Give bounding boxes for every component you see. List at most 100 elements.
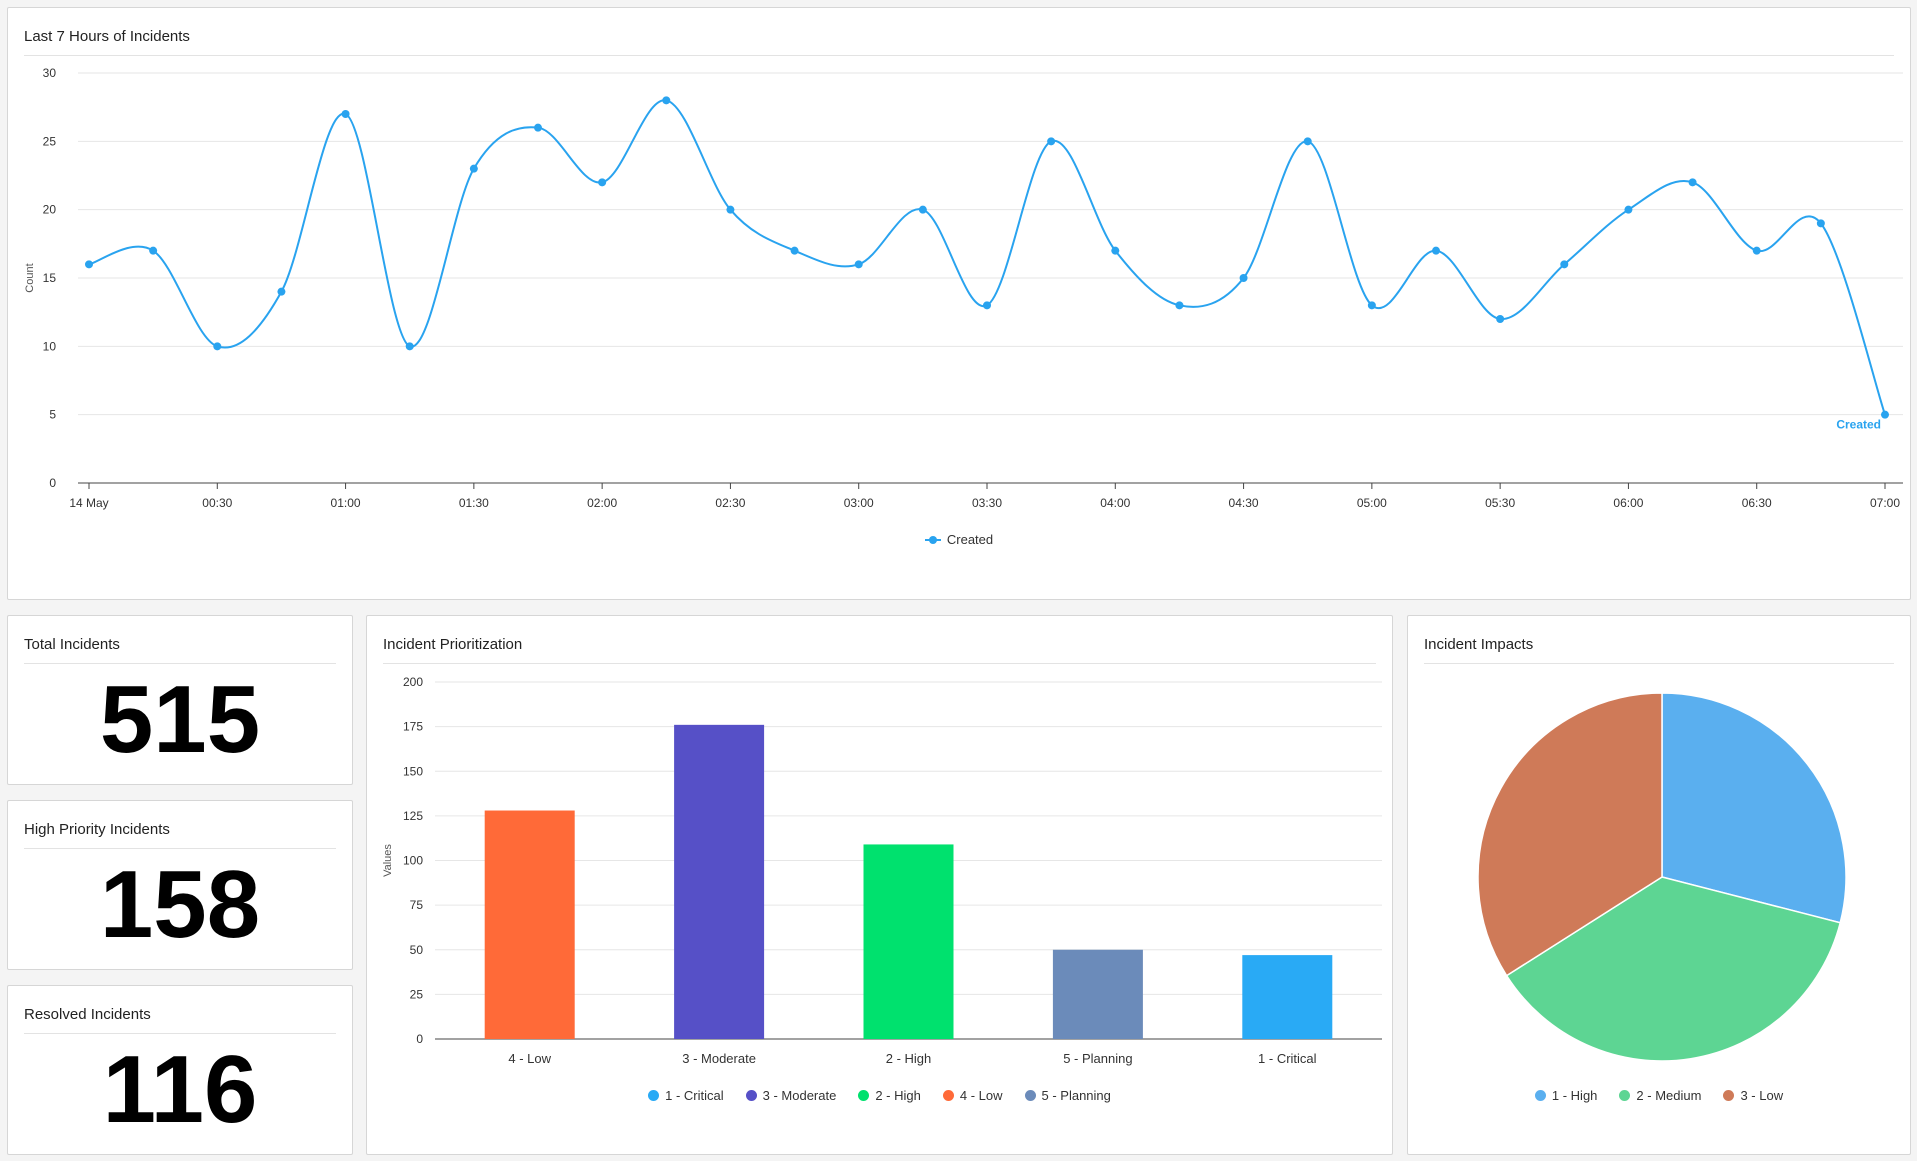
y-tick-label: 150 [403,764,423,778]
legend-item-impact-high[interactable]: 1 - High [1534,1088,1598,1103]
x-tick-label: 2 - High [886,1051,932,1066]
legend-label: 2 - High [875,1088,921,1103]
high-priority-incidents-card[interactable]: High Priority Incidents 158 [7,800,353,970]
legend-item-low[interactable]: 4 - Low [942,1088,1003,1103]
x-tick-label: 03:30 [972,496,1002,510]
data-point [1624,205,1633,214]
x-tick-label: 01:00 [331,496,361,510]
y-tick-label: 125 [403,809,423,823]
legend-item-moderate[interactable]: 3 - Moderate [745,1088,836,1103]
high-priority-incidents-value: 158 [99,851,261,958]
legend-dot-icon [1723,1090,1735,1101]
data-point [854,260,863,269]
x-tick-label: 03:00 [844,496,874,510]
y-tick-label: 25 [410,987,424,1001]
y-tick-label: 0 [49,476,56,490]
y-tick-label: 200 [403,675,423,689]
high-priority-incidents-title: High Priority Incidents [24,821,336,849]
line-marker-icon [924,535,941,544]
data-point [534,123,542,132]
y-tick-label: 30 [43,66,57,80]
bar-chart-title: Incident Prioritization [383,636,1376,664]
legend-dot-icon [858,1090,870,1101]
y-tick-label: 10 [43,339,57,353]
x-tick-label: 14 May [69,496,108,510]
x-tick-label: 05:30 [1485,496,1515,510]
x-tick-label: 06:30 [1742,496,1772,510]
legend-label: Created [946,532,994,547]
x-tick-label: 1 - Critical [1258,1051,1317,1066]
x-tick-label: 00:30 [202,496,232,510]
data-point [598,178,607,187]
x-tick-label: 06:00 [1613,496,1643,510]
bar [484,810,575,1039]
data-point [469,164,478,173]
legend-dot-icon [1024,1090,1036,1101]
legend-dot-icon [1619,1090,1631,1101]
data-point [1688,178,1697,187]
legend-dot-icon [745,1090,757,1101]
data-point [1881,410,1889,419]
y-tick-label: 25 [43,134,57,148]
data-point [918,205,927,214]
bar [863,844,954,1039]
x-tick-label: 04:30 [1229,496,1259,510]
resolved-incidents-title: Resolved Incidents [24,1006,336,1034]
series-end-label: Created [1836,418,1881,432]
data-point [405,342,414,351]
line-chart-legend: Created [8,532,1910,547]
legend-item-impact-low[interactable]: 3 - Low [1723,1088,1783,1103]
bar-chart: 0 25 50 75 100 125 150 175 200 Values 4 - Low 3 - M… [382,675,1382,1066]
total-incidents-value: 515 [99,666,261,773]
data-point [1111,246,1120,255]
data-point [726,205,735,214]
legend-item-impact-medium[interactable]: 2 - Medium [1619,1088,1701,1103]
legend-item-planning[interactable]: 5 - Planning [1024,1088,1111,1103]
x-tick-label: 5 - Planning [1063,1051,1132,1066]
y-tick-label: 50 [410,943,424,957]
x-tick-label: 02:30 [715,496,745,510]
legend-dot-icon [942,1090,954,1101]
x-tick-label: 3 - Moderate [682,1051,756,1066]
data-point [662,96,671,105]
legend-label: 2 - Medium [1636,1088,1702,1103]
data-point [790,246,799,255]
data-point [1752,246,1761,255]
bar-chart-legend: 1 - Critical 3 - Moderate 2 - High 4 - L… [367,1088,1392,1103]
x-tick-label: 07:00 [1870,496,1900,510]
resolved-incidents-card[interactable]: Resolved Incidents 116 [7,985,353,1155]
y-tick-label: 15 [43,271,57,285]
legend-item-critical[interactable]: 1 - Critical [648,1088,724,1103]
pie-chart-title: Incident Impacts [1424,636,1894,664]
legend-label: 3 - Low [1740,1088,1784,1103]
pie-slice [1477,692,1663,977]
y-tick-label: 5 [49,408,56,422]
x-tick-label: 02:00 [587,496,617,510]
data-point [983,301,991,310]
data-point [1432,246,1440,255]
legend-label: 1 - High [1551,1088,1598,1103]
legend-item-created[interactable]: Created [924,532,994,547]
data-point [1303,137,1312,146]
series-line-created [88,99,1886,415]
y-tick-label: 75 [410,898,424,912]
total-incidents-title: Total Incidents [24,636,336,664]
bar [1052,949,1143,1039]
pie-slice [1661,692,1847,924]
y-tick-label: 100 [403,854,423,868]
bar-chart-card: Incident Prioritization 0 25 50 75 100 125 150… [366,615,1393,1155]
y-axis-label: Count [24,263,36,292]
line-chart-card: Last 7 Hours of Incidents 0 5 10 15 20 25 30 Co… [7,7,1911,600]
resolved-incidents-value: 116 [102,1036,258,1143]
bar [674,724,765,1039]
x-tick-label: 04:00 [1100,496,1130,510]
y-tick-label: 175 [403,720,423,734]
data-point [341,110,350,118]
x-tick-label: 01:30 [459,496,489,510]
y-axis-label: Values [382,844,394,877]
legend-label: 1 - Critical [665,1088,724,1103]
pie-chart [1477,692,1847,1062]
legend-item-high[interactable]: 2 - High [858,1088,921,1103]
data-point [1175,301,1184,310]
total-incidents-card[interactable]: Total Incidents 515 [7,615,353,785]
